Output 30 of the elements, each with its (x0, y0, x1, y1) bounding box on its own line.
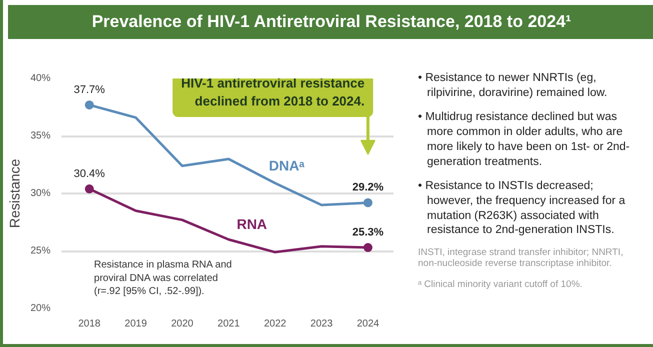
data-label: 30.4% (74, 168, 106, 180)
y-tick-label: 25% (30, 246, 51, 256)
text: • Resistance to INSTIs decreased; however, the frequency increased for a mutation (R263K) associated with resistance to 2nd-generation INSTIs. (418, 178, 626, 238)
chart-title: Prevalence of HIV-1 Antiretroviral Resistance, 2018 to 2024¹ (8, 5, 653, 39)
text: INSTI, integrase strand transfer inhibitor; NNRTI, non-nucleoside reverse transcriptase inhibitor. (418, 247, 624, 270)
text: ᵃ Clinical minority variant cutoff of 10%. (418, 279, 584, 292)
y-axis-title: Resistance (6, 158, 22, 228)
data-label: 37.7% (74, 84, 106, 96)
annotation: Resistance in plasma RNA and proviral DNA was correlated (r=.92 [95% CI, .52-.99]). (94, 260, 232, 297)
y-tick-label: 20% (30, 303, 51, 314)
series-label: DNAᵃ (268, 158, 306, 174)
x-tick-label: 2021 (218, 318, 240, 330)
x-tick-label: 2019 (124, 318, 148, 330)
y-tick-label: 30% (30, 188, 51, 199)
point (363, 243, 372, 252)
data-label: 29.2% (352, 182, 384, 194)
point (84, 184, 94, 194)
x-tick-label: 2020 (171, 318, 194, 330)
x-tick-label: 2022 (264, 318, 287, 330)
x-tick-label: 2024 (356, 318, 380, 330)
y-tick-label: 35% (30, 130, 51, 142)
text: • Resistance to newer NNRTIs (eg, rilpivirine, doravirine) remained low. (418, 71, 608, 101)
x-tick-label: 2023 (310, 318, 334, 330)
data-label: 25.3% (352, 226, 384, 239)
series-label: RNA (236, 216, 268, 232)
point (84, 100, 94, 110)
y-tick-label: 40% (30, 73, 51, 84)
text: • Multidrug resistance declined but was more common in older adults, who are more likely to have been on 1st- or 2nd-generation treatments. (418, 110, 631, 170)
x-tick-label: 2018 (78, 318, 101, 330)
point (363, 198, 372, 208)
